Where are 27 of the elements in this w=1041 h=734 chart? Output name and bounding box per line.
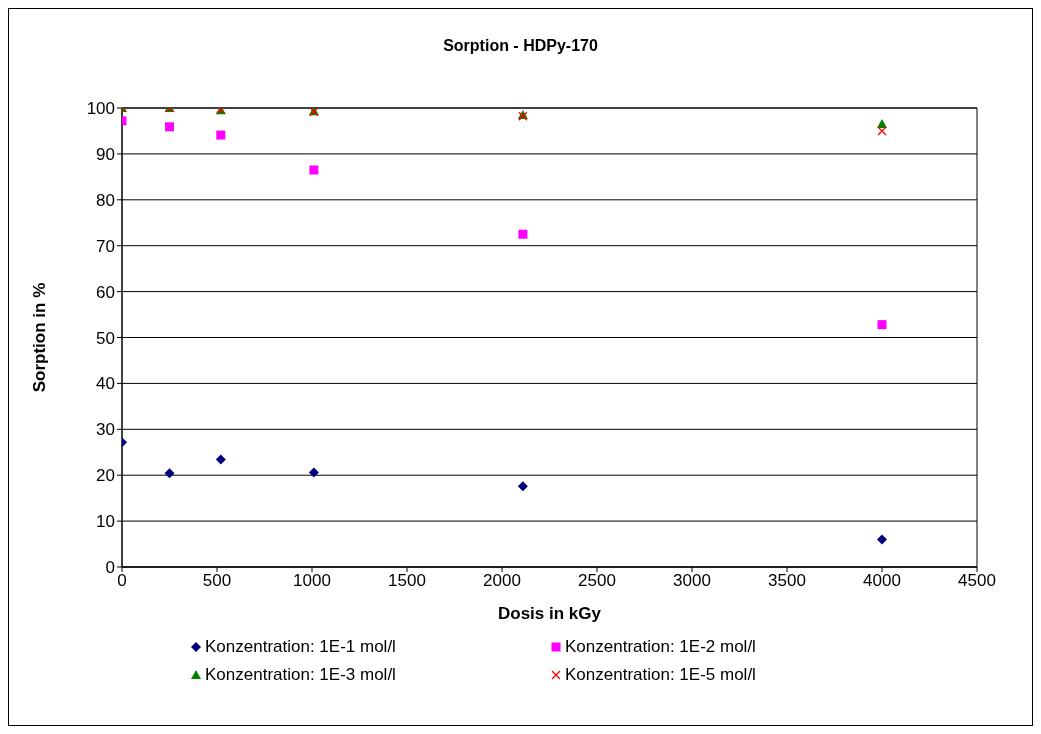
y-tick-label: 60 bbox=[96, 282, 115, 302]
x-tick-label: 3000 bbox=[673, 571, 711, 591]
chart-title: Sorption - HDPy-170 bbox=[442, 37, 599, 55]
legend-label: Konzentration: 1E-3 mol/l bbox=[205, 665, 396, 685]
y-tick-label: 30 bbox=[96, 420, 115, 440]
y-tick-label: 70 bbox=[96, 236, 115, 256]
y-tick-label: 40 bbox=[96, 374, 115, 394]
y-tick-label: 50 bbox=[96, 328, 115, 348]
legend-label: Konzentration: 1E-1 mol/l bbox=[205, 637, 396, 657]
y-tick-label: 0 bbox=[105, 558, 115, 578]
x-tick-label: 4500 bbox=[958, 571, 996, 591]
x-tick-label: 4000 bbox=[863, 571, 901, 591]
y-tick-label: 90 bbox=[96, 144, 115, 164]
x-tick-label: 500 bbox=[202, 571, 232, 591]
y-tick-label: 100 bbox=[86, 99, 115, 119]
y-tick-label: 80 bbox=[96, 190, 115, 210]
x-tick-label: 1000 bbox=[293, 571, 331, 591]
y-tick-label: 20 bbox=[96, 466, 115, 486]
x-tick-label: 2500 bbox=[578, 571, 616, 591]
x-tick-label: 2000 bbox=[483, 571, 521, 591]
legend-label: Konzentration: 1E-5 mol/l bbox=[565, 665, 756, 685]
x-axis-title: Dosis in kGy bbox=[498, 604, 602, 623]
x-tick-label: 3500 bbox=[768, 571, 806, 591]
x-tick-label: 1500 bbox=[388, 571, 426, 591]
y-axis-title: Sorption in % bbox=[30, 282, 50, 393]
legend-label: Konzentration: 1E-2 mol/l bbox=[565, 637, 756, 657]
y-tick-label: 10 bbox=[96, 512, 115, 532]
